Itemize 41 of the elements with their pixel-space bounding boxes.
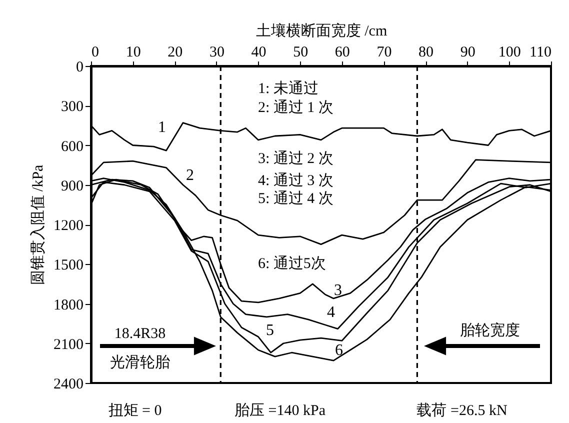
annotation: 2: 通过 1 次 [258, 99, 334, 116]
x-tick-label: 110 [530, 44, 552, 60]
x-tick-label: 20 [168, 44, 183, 60]
series-label: 4 [327, 304, 335, 321]
annotation: 5: 通过 4 次 [258, 190, 334, 207]
y-tick-label: 0 [76, 60, 84, 76]
text: 载荷 =26.5 kN [416, 402, 508, 419]
y-tick-label: 900 [61, 178, 84, 194]
y-tick-label: 1800 [54, 297, 84, 314]
x-tick-label: 90 [460, 44, 476, 60]
series-label: 5 [266, 322, 274, 339]
x-axis-title: 土壤横断面宽度 /cm [256, 22, 388, 40]
annotation: 4: 通过 3 次 [258, 172, 334, 189]
x-tick-label: 60 [334, 44, 350, 60]
x-tick-label: 0 [92, 44, 99, 60]
y-axis-title: 圆锥贯入阻值 /kPa [30, 164, 46, 286]
annotation: 胎轮宽度 [460, 322, 520, 339]
x-tick-label: 100 [498, 44, 521, 60]
text: 胎压 =140 kPa [234, 402, 326, 419]
y-tick-label: 1200 [54, 218, 84, 234]
series-label: 6 [335, 342, 343, 359]
series-label: 3 [334, 282, 342, 299]
series-label: 2 [186, 167, 194, 184]
annotation: 6: 通过5次 [258, 255, 326, 272]
x-tick-label: 40 [251, 44, 266, 60]
annotation: 3: 通过 2 次 [258, 150, 334, 167]
text: 扭矩 = 0 [108, 402, 162, 419]
y-tick-label: 600 [61, 138, 84, 155]
x-tick-label: 80 [418, 44, 434, 60]
annotation: 光滑轮胎 [110, 354, 170, 371]
x-tick-label: 70 [376, 44, 392, 60]
annotation: 1: 未通过 [258, 80, 318, 97]
x-tick-label: 30 [209, 44, 224, 60]
series-label: 1 [158, 119, 166, 136]
x-tick-label: 10 [126, 44, 141, 60]
y-tick-label: 300 [61, 99, 84, 116]
annotation: 18.4R38 [114, 326, 166, 342]
y-tick-label: 2400 [54, 376, 84, 392]
y-tick-label: 2100 [54, 336, 84, 353]
x-tick-label: 50 [293, 44, 308, 60]
y-tick-label: 1500 [54, 258, 84, 274]
